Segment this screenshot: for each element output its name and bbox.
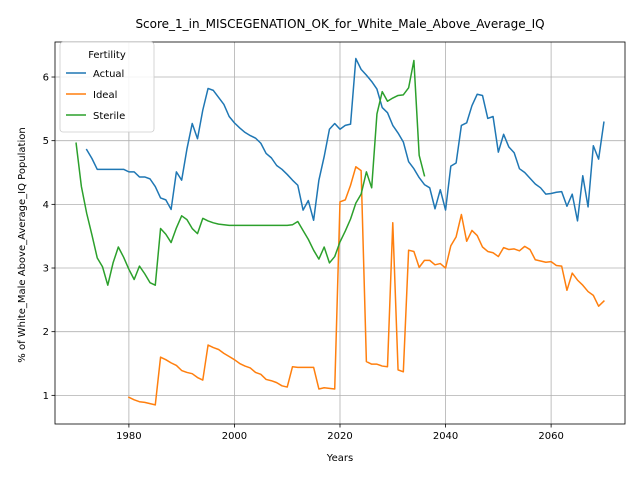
- legend-label-actual: Actual: [93, 69, 124, 80]
- legend-label-sterile: Sterile: [93, 111, 125, 122]
- y-tick-label: 6: [43, 73, 49, 84]
- legend-title: Fertility: [88, 50, 126, 61]
- y-tick-label: 4: [43, 200, 49, 211]
- y-axis-ticks: 1 2 3 4 5 6: [43, 73, 55, 402]
- x-tick-label: 2060: [538, 431, 563, 442]
- y-tick-label: 2: [43, 327, 49, 338]
- legend: Fertility Actual Ideal Sterile: [59, 41, 155, 133]
- x-tick-label: 1980: [116, 431, 141, 442]
- series-line-ideal: [127, 166, 605, 406]
- y-axis-label: % of White_Male Above_Average_IQ Populat…: [17, 127, 28, 362]
- y-tick-label: 3: [43, 264, 49, 275]
- legend-label-ideal: Ideal: [93, 90, 117, 101]
- chart-title: Score_1_in_MISCEGENATION_OK_for_White_Ma…: [135, 17, 544, 31]
- x-tick-label: 2040: [433, 431, 458, 442]
- x-axis-label: Years: [326, 453, 353, 464]
- x-axis-ticks: 1980 2000 2020 2040 2060: [116, 424, 564, 442]
- y-tick-label: 1: [43, 391, 49, 402]
- grid: [55, 42, 625, 424]
- x-tick-label: 2000: [222, 431, 247, 442]
- y-tick-label: 5: [43, 136, 49, 147]
- series-line-actual: [85, 57, 605, 222]
- legend-box: [59, 41, 155, 133]
- x-tick-label: 2020: [327, 431, 352, 442]
- series-line-sterile: [75, 59, 426, 286]
- legend-items: Actual Ideal Sterile: [66, 69, 125, 122]
- series-lines: [75, 57, 605, 406]
